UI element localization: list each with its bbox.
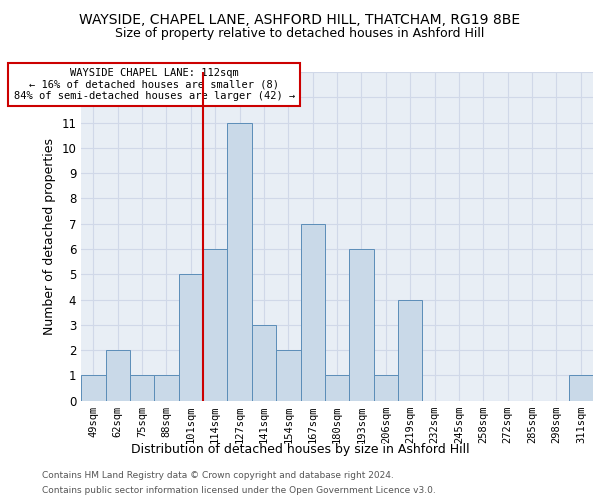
Text: Size of property relative to detached houses in Ashford Hill: Size of property relative to detached ho…: [115, 28, 485, 40]
Bar: [398, 300, 422, 400]
Bar: [374, 376, 398, 400]
Text: Contains HM Land Registry data © Crown copyright and database right 2024.: Contains HM Land Registry data © Crown c…: [42, 471, 394, 480]
Bar: [252, 325, 276, 400]
Bar: [569, 376, 593, 400]
Bar: [106, 350, 130, 401]
Bar: [227, 122, 252, 400]
Bar: [81, 376, 106, 400]
Bar: [325, 376, 349, 400]
Bar: [130, 376, 154, 400]
Bar: [349, 249, 374, 400]
Text: Distribution of detached houses by size in Ashford Hill: Distribution of detached houses by size …: [131, 442, 469, 456]
Bar: [154, 376, 179, 400]
Text: WAYSIDE CHAPEL LANE: 112sqm
← 16% of detached houses are smaller (8)
84% of semi: WAYSIDE CHAPEL LANE: 112sqm ← 16% of det…: [14, 68, 295, 101]
Y-axis label: Number of detached properties: Number of detached properties: [43, 138, 56, 335]
Bar: [179, 274, 203, 400]
Bar: [203, 249, 227, 400]
Bar: [301, 224, 325, 400]
Text: Contains public sector information licensed under the Open Government Licence v3: Contains public sector information licen…: [42, 486, 436, 495]
Text: WAYSIDE, CHAPEL LANE, ASHFORD HILL, THATCHAM, RG19 8BE: WAYSIDE, CHAPEL LANE, ASHFORD HILL, THAT…: [79, 12, 521, 26]
Bar: [276, 350, 301, 401]
